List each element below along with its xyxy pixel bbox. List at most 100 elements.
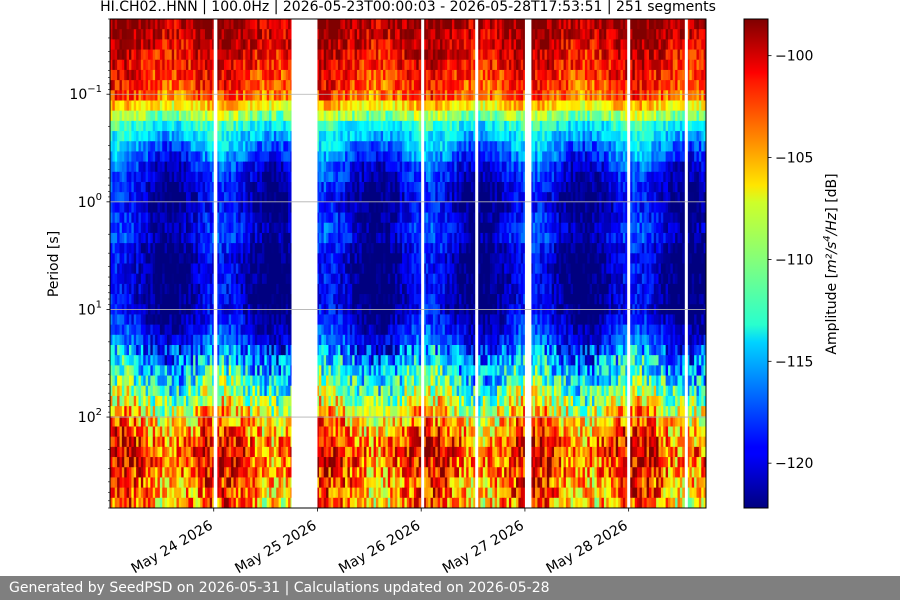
- heatmap-cell: [399, 80, 403, 91]
- heatmap-cell: [511, 29, 515, 40]
- heatmap-cell: [169, 80, 173, 91]
- heatmap-cell: [181, 100, 185, 112]
- heatmap-cell: [442, 141, 446, 153]
- heatmap-cell: [611, 120, 614, 132]
- heatmap-cell: [608, 100, 612, 112]
- heatmap-cell: [326, 59, 330, 71]
- heatmap-cell: [402, 80, 406, 91]
- heatmap-cell: [183, 39, 187, 51]
- heatmap-cell: [520, 69, 524, 81]
- heatmap-cell: [549, 80, 553, 91]
- heatmap-cell: [558, 19, 562, 30]
- heatmap-cell: [482, 49, 486, 61]
- heatmap-cell: [216, 90, 220, 102]
- heatmap-cell: [646, 59, 650, 71]
- heatmap-cell: [596, 29, 600, 40]
- heatmap-cell: [470, 59, 474, 71]
- heatmap-cell: [423, 59, 427, 71]
- heatmap-cell: [620, 69, 624, 81]
- heatmap-cell: [461, 29, 465, 40]
- heatmap-cell: [468, 120, 472, 132]
- heatmap-cell: [668, 141, 671, 153]
- heatmap-cell: [247, 69, 251, 81]
- heatmap-cell: [390, 141, 394, 153]
- heatmap-cell: [456, 69, 460, 81]
- heatmap-cell: [219, 120, 223, 132]
- heatmap-cell: [689, 69, 693, 81]
- heatmap-cell: [252, 90, 256, 102]
- heatmap-cell: [563, 90, 567, 102]
- heatmap-cell: [352, 49, 356, 61]
- heatmap-cell: [504, 59, 508, 71]
- heatmap-cell: [580, 19, 584, 30]
- heatmap-cell: [554, 141, 557, 153]
- heatmap-cell: [316, 120, 320, 132]
- heatmap-cell: [646, 29, 650, 40]
- heatmap-cell: [480, 120, 484, 132]
- heatmap-cell: [209, 141, 213, 153]
- heatmap-cell: [601, 100, 605, 112]
- heatmap-cell: [454, 141, 458, 153]
- heatmap-cell: [570, 29, 574, 40]
- heatmap-cell: [354, 131, 358, 142]
- heatmap-cell: [565, 141, 569, 153]
- heatmap-cell: [110, 151, 113, 163]
- heatmap-cell: [176, 80, 180, 91]
- heatmap-cell: [530, 80, 534, 91]
- heatmap-cell: [190, 19, 194, 30]
- heatmap-area: [110, 19, 706, 508]
- heatmap-cell: [516, 90, 520, 102]
- heatmap-cell: [506, 69, 510, 81]
- heatmap-cell: [354, 120, 358, 132]
- heatmap-cell: [231, 120, 235, 132]
- heatmap-cell: [207, 39, 211, 51]
- heatmap-cell: [318, 19, 322, 30]
- heatmap-cell: [601, 59, 605, 71]
- heatmap-cell: [435, 49, 439, 61]
- heatmap-cell: [660, 90, 664, 102]
- heatmap-cell: [656, 120, 660, 132]
- heatmap-cell: [114, 110, 118, 122]
- heatmap-cell: [383, 29, 387, 40]
- heatmap-cell: [556, 29, 560, 40]
- heatmap-cell: [658, 110, 662, 122]
- heatmap-cell: [114, 39, 118, 51]
- heatmap-cell: [691, 39, 695, 51]
- heatmap-cell: [221, 151, 225, 163]
- heatmap-cell: [577, 110, 581, 122]
- heatmap-cell: [601, 69, 605, 81]
- heatmap-cell: [416, 59, 420, 71]
- heatmap-cell: [252, 141, 256, 153]
- heatmap-cell: [185, 69, 189, 81]
- heatmap-cell: [489, 29, 493, 40]
- heatmap-cell: [499, 19, 503, 30]
- heatmap-cell: [568, 49, 572, 61]
- heatmap-cell: [238, 80, 242, 91]
- heatmap-cell: [580, 141, 584, 153]
- heatmap-cell: [634, 110, 638, 122]
- heatmap-cell: [112, 131, 116, 142]
- heatmap-cell: [188, 59, 192, 71]
- heatmap-cell: [121, 49, 125, 61]
- heatmap-cell: [259, 29, 263, 40]
- heatmap-cell: [124, 49, 128, 61]
- heatmap-cell: [425, 49, 429, 61]
- heatmap-cell: [656, 100, 660, 112]
- heatmap-cell: [264, 49, 268, 61]
- heatmap-cell: [209, 100, 213, 112]
- heatmap-cell: [383, 39, 387, 51]
- heatmap-cell: [152, 80, 156, 91]
- heatmap-cell: [584, 59, 588, 71]
- heatmap-cell: [240, 29, 244, 40]
- heatmap-cell: [663, 80, 667, 91]
- heatmap-cell: [133, 59, 137, 71]
- heatmap-cell: [119, 49, 123, 61]
- heatmap-cell: [364, 90, 368, 102]
- heatmap-cell: [147, 29, 151, 40]
- heatmap-cell: [406, 100, 410, 112]
- heatmap-cell: [171, 39, 175, 51]
- heatmap-cell: [473, 59, 477, 71]
- heatmap-cell: [138, 151, 142, 163]
- heatmap-cell: [466, 39, 470, 51]
- heatmap-cell: [328, 29, 332, 40]
